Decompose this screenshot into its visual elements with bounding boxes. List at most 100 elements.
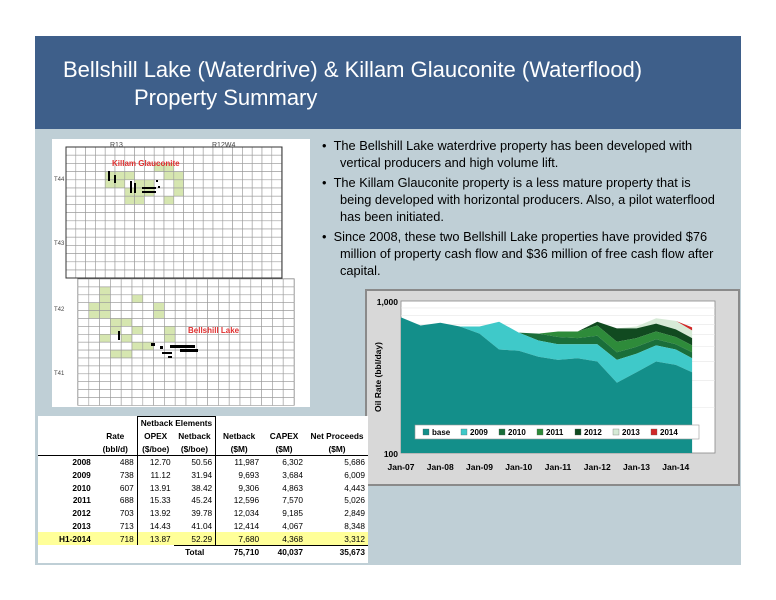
map-cell (114, 228, 126, 238)
map-cell (282, 318, 295, 327)
map-cell (77, 389, 90, 398)
table-cell: 7,680 (215, 532, 263, 546)
map-cell (153, 253, 165, 263)
map-cell (202, 195, 214, 205)
map-cell (228, 278, 241, 288)
map-cell (222, 261, 233, 271)
map-cell (134, 236, 145, 246)
map-cell (271, 261, 282, 271)
map-cell (222, 212, 233, 222)
map-cell (196, 341, 208, 351)
map-cell (153, 318, 165, 327)
map-cell (242, 187, 253, 197)
map-cell (242, 146, 253, 156)
map-cell (144, 179, 155, 189)
netback-elements-header: Netback Elements (136, 415, 217, 430)
map-cell (164, 365, 176, 375)
legend-swatch-2011 (536, 428, 544, 436)
map-cell (85, 236, 96, 246)
map-cell (222, 269, 233, 279)
map-cell (104, 253, 116, 263)
table-cell: 12,414 (233, 520, 260, 531)
map-cell (232, 261, 243, 271)
map-cell (88, 278, 100, 288)
map-cell (261, 146, 273, 156)
map-cell (153, 228, 165, 238)
map-cell (65, 187, 77, 197)
x-tick-label: Jan-09 (466, 462, 493, 472)
map-cell (114, 269, 126, 279)
map-cell (202, 261, 214, 271)
table-cell: 11,987 (234, 457, 260, 468)
map-cell (88, 341, 100, 351)
series-area-base (401, 317, 693, 453)
map-cell (65, 245, 77, 254)
map-cell (134, 146, 145, 156)
map-cell (185, 294, 198, 304)
map-cell (65, 220, 77, 230)
map-cell (228, 389, 241, 398)
map-cell (212, 179, 224, 189)
map-cell (173, 220, 184, 230)
map-cell (134, 171, 145, 181)
map-cell (228, 302, 241, 311)
map-cell (218, 381, 230, 390)
map-cell (163, 187, 175, 197)
map-cell (222, 187, 233, 197)
table-cell: 13.91 (136, 481, 174, 495)
map-cell (261, 253, 273, 263)
map-cell (124, 253, 135, 263)
map-cell (174, 365, 187, 375)
col-unit: ($M) (306, 442, 368, 457)
map-cell (272, 349, 284, 359)
map-cell (114, 171, 126, 181)
map-cell (271, 253, 282, 263)
map-cell (218, 389, 230, 398)
map-cell (261, 318, 273, 327)
table-cell: 5,026 (344, 495, 365, 506)
map-cell (207, 389, 219, 398)
map-cell (250, 318, 262, 327)
map-cell (202, 171, 214, 181)
map-cell (271, 146, 282, 156)
row-label: 2009 (72, 470, 91, 481)
map-cell (99, 310, 111, 319)
map-cell (104, 204, 116, 213)
map-cell (85, 269, 96, 279)
map-cell (120, 373, 133, 383)
map-cell (110, 318, 122, 327)
map-cell (232, 179, 243, 189)
map-cell (153, 389, 165, 398)
legend-entry-base: base (432, 428, 451, 437)
x-tick-label: Jan-14 (662, 462, 689, 472)
map-cell (185, 365, 198, 375)
map-cell (232, 154, 243, 164)
map-cell (88, 389, 100, 398)
legend-swatch-2012 (574, 428, 582, 436)
map-cell (95, 195, 106, 205)
map-cell (95, 220, 106, 230)
map-cell (77, 286, 90, 296)
map-cell (228, 381, 241, 390)
bullet-item: • The Bellshill Lake waterdrive property… (322, 138, 693, 170)
map-cell (114, 179, 126, 189)
map-cell (134, 245, 145, 254)
map-cell (232, 204, 243, 213)
map-cell (75, 195, 86, 205)
map-cell (104, 187, 116, 197)
map-cell (144, 171, 155, 181)
property-map: R13 R12W4 T44 T43 T42 T41 Killam Glaucon… (52, 139, 310, 407)
row-label: 2010 (72, 482, 91, 493)
map-cell (173, 269, 184, 279)
map-cell (110, 310, 122, 319)
map-cell (228, 310, 241, 319)
table-cell: 688 (119, 495, 134, 506)
map-cell (183, 163, 194, 172)
map-cell (99, 365, 111, 375)
map-cell (85, 187, 96, 197)
map-cell (183, 204, 194, 213)
map-cell (272, 326, 284, 335)
map-cell (282, 302, 295, 311)
map-cell (124, 187, 135, 197)
map-cell (261, 187, 273, 197)
